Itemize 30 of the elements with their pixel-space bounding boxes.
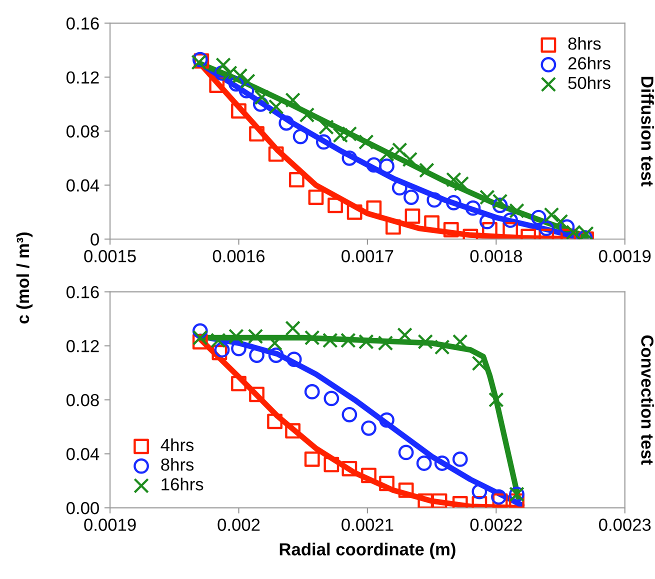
text: Diffusion test (641, 76, 654, 186)
y-axis-title: c (mol / m³) (16, 232, 33, 324)
legend-label: 50hrs (568, 76, 610, 90)
x-tick-label: 0.0019 (599, 250, 651, 262)
x-tick-label: 0.0018 (470, 250, 522, 262)
x-tick-label: 0.0017 (342, 250, 394, 262)
text: Convection test (641, 335, 654, 465)
y-tick-label: 0 (90, 233, 99, 246)
x-tick-label: 0.0015 (84, 250, 136, 262)
legend-label: 4hrs (160, 438, 194, 452)
y-tick-label: 0.12 (66, 71, 99, 84)
x-tick-label: 0.0019 (84, 518, 136, 531)
y-tick-label: 0.04 (66, 448, 100, 460)
y-tick-label: 0.12 (66, 340, 99, 352)
legend-label: 16hrs (162, 478, 204, 490)
x-tick-label: 0.0016 (212, 250, 265, 262)
x-tick-label: 0.0021 (342, 518, 394, 531)
x-tick-label: 0.002 (218, 518, 260, 531)
y-tick-label: 0.08 (66, 394, 99, 406)
y-tick-label: 0.00 (66, 502, 99, 514)
y-tick-label: 0.16 (66, 17, 99, 30)
y-tick-label: 0.16 (66, 286, 99, 298)
y-tick-label: 0.04 (66, 179, 100, 192)
x-axis-title: Radial coordinate (m) (280, 542, 456, 559)
legend-label: 8hrs (568, 37, 601, 50)
x-tick-label: 0.0023 (599, 518, 651, 531)
legend-label: 8hrs (161, 458, 194, 471)
legend-label: 26hrs (568, 56, 610, 70)
y-tick-label: 0.08 (66, 125, 99, 138)
x-tick-label: 0.0022 (470, 518, 522, 531)
